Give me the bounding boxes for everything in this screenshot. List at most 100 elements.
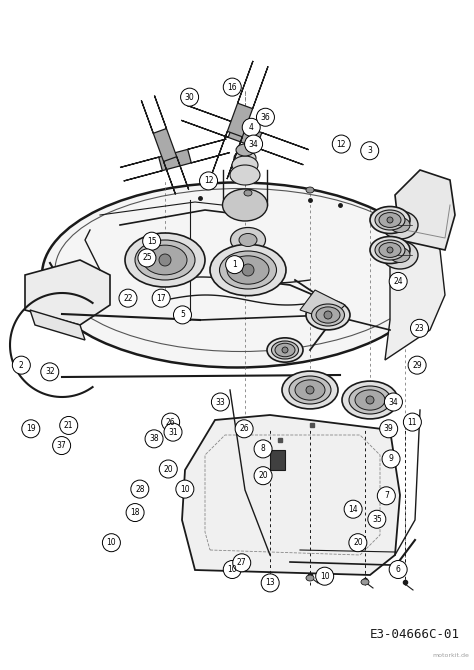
Text: 9: 9: [389, 454, 393, 464]
Text: 26: 26: [239, 424, 249, 433]
Circle shape: [403, 413, 421, 431]
Ellipse shape: [382, 211, 418, 239]
Circle shape: [181, 88, 199, 106]
Circle shape: [254, 467, 272, 484]
Circle shape: [380, 420, 398, 438]
Text: 26: 26: [166, 417, 175, 427]
Circle shape: [145, 430, 163, 448]
Text: 29: 29: [412, 360, 422, 370]
Circle shape: [332, 135, 350, 153]
Text: 8: 8: [261, 444, 265, 454]
Ellipse shape: [289, 376, 331, 404]
Circle shape: [382, 450, 400, 468]
Text: E3-04666C-01: E3-04666C-01: [370, 628, 460, 641]
Circle shape: [53, 437, 71, 454]
Ellipse shape: [42, 182, 432, 368]
Circle shape: [242, 119, 260, 136]
Ellipse shape: [382, 241, 418, 269]
Circle shape: [211, 393, 229, 411]
Text: 16: 16: [228, 82, 237, 92]
Text: 20: 20: [164, 464, 173, 474]
Polygon shape: [25, 260, 110, 325]
Circle shape: [366, 396, 374, 404]
Ellipse shape: [232, 156, 258, 174]
Ellipse shape: [361, 579, 369, 585]
Text: motorkit.de: motorkit.de: [432, 653, 469, 658]
Text: 27: 27: [237, 558, 246, 567]
Circle shape: [282, 347, 288, 353]
Text: 23: 23: [415, 324, 424, 333]
Text: 1: 1: [232, 260, 237, 269]
Polygon shape: [182, 415, 400, 575]
Ellipse shape: [239, 234, 257, 247]
Circle shape: [368, 511, 386, 528]
Text: 25: 25: [142, 253, 152, 263]
Text: 17: 17: [156, 293, 166, 303]
Circle shape: [223, 561, 241, 578]
Circle shape: [223, 78, 241, 96]
Text: 33: 33: [216, 397, 225, 407]
Polygon shape: [120, 139, 230, 181]
Ellipse shape: [370, 237, 410, 263]
Circle shape: [235, 420, 253, 438]
Text: 2: 2: [19, 360, 24, 370]
Circle shape: [176, 480, 194, 498]
Text: 12: 12: [337, 139, 346, 149]
Circle shape: [41, 363, 59, 381]
Circle shape: [316, 567, 334, 585]
Text: 15: 15: [147, 237, 156, 246]
Ellipse shape: [375, 240, 405, 260]
Circle shape: [131, 480, 149, 498]
Text: 35: 35: [372, 515, 382, 524]
Circle shape: [408, 356, 426, 374]
Polygon shape: [30, 310, 85, 340]
Text: 11: 11: [408, 417, 417, 427]
Circle shape: [256, 109, 274, 126]
Ellipse shape: [295, 380, 325, 400]
Circle shape: [143, 232, 161, 250]
Polygon shape: [300, 290, 345, 320]
Text: 6: 6: [396, 565, 401, 574]
Text: 4: 4: [249, 123, 254, 132]
Ellipse shape: [355, 390, 385, 410]
Text: 10: 10: [228, 565, 237, 574]
Ellipse shape: [349, 386, 391, 414]
Circle shape: [361, 142, 379, 159]
Text: 38: 38: [149, 434, 159, 444]
Text: 39: 39: [384, 424, 393, 433]
Ellipse shape: [390, 218, 410, 232]
Circle shape: [60, 417, 78, 434]
Ellipse shape: [230, 228, 265, 253]
Circle shape: [159, 460, 177, 478]
Circle shape: [102, 534, 120, 551]
Circle shape: [324, 311, 332, 319]
Circle shape: [226, 256, 244, 273]
Text: 12: 12: [204, 176, 213, 186]
Text: 14: 14: [348, 505, 358, 514]
Text: 10: 10: [107, 538, 116, 547]
Circle shape: [162, 413, 180, 431]
Ellipse shape: [316, 307, 340, 323]
Circle shape: [389, 273, 407, 290]
Text: 5: 5: [180, 310, 185, 320]
Circle shape: [126, 504, 144, 521]
Circle shape: [387, 217, 393, 223]
Ellipse shape: [342, 381, 398, 419]
Ellipse shape: [230, 165, 260, 185]
Text: 22: 22: [123, 293, 133, 303]
Polygon shape: [141, 96, 189, 194]
Ellipse shape: [210, 245, 286, 295]
Text: 10: 10: [320, 572, 329, 581]
Ellipse shape: [311, 304, 345, 326]
Text: 31: 31: [168, 427, 178, 437]
Text: 34: 34: [389, 397, 398, 407]
Polygon shape: [212, 61, 268, 179]
Ellipse shape: [236, 144, 254, 156]
Text: 37: 37: [57, 441, 66, 450]
Ellipse shape: [222, 189, 267, 221]
Circle shape: [173, 306, 191, 324]
Text: 32: 32: [45, 367, 55, 377]
Circle shape: [12, 356, 30, 374]
Text: 10: 10: [180, 484, 190, 494]
Circle shape: [242, 264, 254, 276]
